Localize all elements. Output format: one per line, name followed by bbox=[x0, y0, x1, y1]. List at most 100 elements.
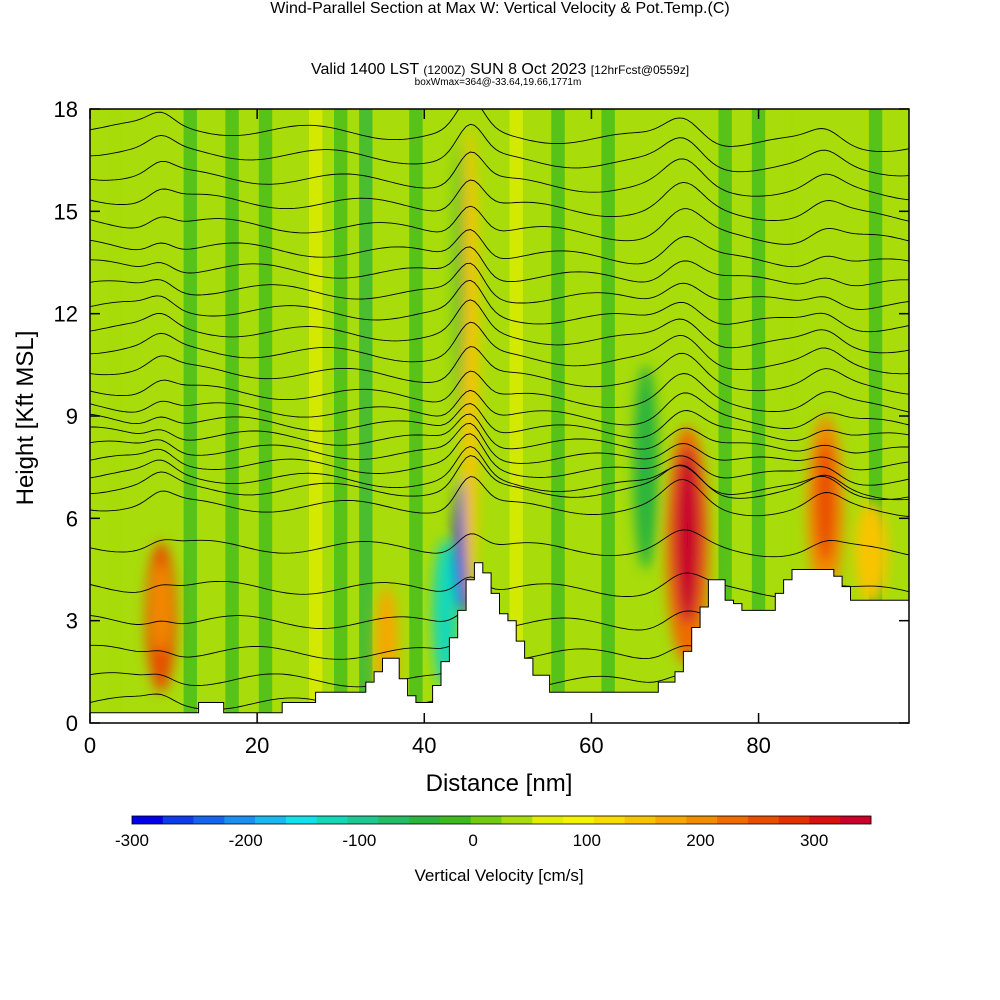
colorbar-swatch bbox=[778, 816, 810, 824]
isentrope-line bbox=[90, 179, 909, 222]
box-wmax-info: boxWmax=364@-33.64,19.66,1771m bbox=[414, 77, 582, 88]
isentrope-line bbox=[90, 262, 909, 310]
velocity-stripe bbox=[551, 109, 565, 723]
x-tick-label: 0 bbox=[84, 733, 96, 758]
velocity-stripe bbox=[751, 109, 766, 723]
colorbar-swatch bbox=[224, 816, 256, 824]
colorbar-frame bbox=[131, 815, 872, 825]
title-text: Wind-Parallel Section at Max W: Vertical… bbox=[270, 0, 708, 17]
velocity-stripe bbox=[509, 109, 523, 723]
velocity-stripe bbox=[409, 109, 423, 723]
colorbar-swatch bbox=[162, 816, 194, 824]
chart-title: Wind-Parallel Section at Max W: Vertical… bbox=[0, 0, 1000, 18]
isentrope-line bbox=[90, 279, 909, 333]
colorbar: -300 -200 -100 0 100 200 300 bbox=[115, 815, 872, 850]
isentrope-line bbox=[90, 205, 909, 245]
x-tick-label: 60 bbox=[579, 733, 603, 758]
isentrope-line bbox=[90, 476, 909, 517]
colorbar-swatch bbox=[809, 816, 841, 824]
isentrope-line bbox=[90, 422, 909, 471]
copyright-mark: (C) bbox=[707, 0, 730, 17]
colorbar-tick-label: 200 bbox=[686, 831, 714, 850]
colorbar-swatch bbox=[840, 816, 872, 824]
colorbar-tick-label: -300 bbox=[115, 831, 149, 850]
velocity-stripe bbox=[359, 109, 373, 723]
colorbar-swatch bbox=[439, 816, 472, 824]
colorbar-label: Vertical Velocity [cm/s] bbox=[414, 866, 583, 885]
velocity-stripe bbox=[258, 109, 273, 723]
isentrope-line bbox=[90, 455, 909, 501]
colorbar-swatch bbox=[747, 816, 779, 824]
y-tick-label: 0 bbox=[66, 711, 78, 736]
colorbar-swatch bbox=[316, 816, 348, 824]
isentrope-line bbox=[90, 403, 909, 442]
velocity-stripe bbox=[718, 109, 732, 723]
y-axis: 0 3 6 9 12 15 18 bbox=[54, 97, 909, 736]
velocity-stripe bbox=[308, 109, 323, 723]
isentrope-line bbox=[90, 109, 909, 153]
colorbar-swatch bbox=[347, 816, 379, 824]
valid-prefix: Valid 1400 LST bbox=[310, 61, 419, 78]
y-tick-label: 9 bbox=[66, 404, 78, 429]
isentrope-line bbox=[90, 229, 909, 268]
isentrope-line bbox=[90, 151, 909, 201]
velocity-cell bbox=[633, 364, 659, 570]
colorbar-swatch bbox=[593, 816, 625, 824]
colorbar-tick-label: -100 bbox=[342, 831, 376, 850]
isentrope-line bbox=[90, 572, 909, 598]
colorbar-swatch bbox=[501, 816, 533, 824]
velocity-stripe bbox=[108, 109, 122, 723]
isentrope-line bbox=[90, 246, 909, 287]
isentrope-line bbox=[90, 123, 909, 177]
y-tick-label: 15 bbox=[54, 199, 78, 224]
isentrope-line bbox=[90, 529, 909, 558]
colorbar-swatch bbox=[285, 816, 318, 824]
velocity-cell bbox=[151, 562, 171, 652]
colorbar-swatch bbox=[624, 816, 656, 824]
valid-date: SUN 8 Oct 2023 bbox=[469, 61, 587, 78]
velocity-stripe bbox=[225, 109, 239, 723]
terrain-mask bbox=[90, 562, 909, 723]
colorbar-swatch bbox=[655, 816, 687, 824]
forecast-info: [12hrFcst@0559z] bbox=[590, 63, 690, 77]
y-tick-label: 3 bbox=[66, 609, 78, 634]
y-axis-label: Height [Kft MSL] bbox=[12, 331, 39, 506]
x-axis-label: Distance [nm] bbox=[426, 770, 573, 797]
colorbar-tick-label: 100 bbox=[573, 831, 601, 850]
velocity-cell bbox=[678, 463, 692, 573]
isentrope-line bbox=[90, 346, 909, 395]
y-tick-label: 18 bbox=[54, 97, 78, 122]
colorbar-swatch bbox=[193, 816, 225, 824]
colorbar-swatch bbox=[378, 816, 410, 824]
y-tick-label: 6 bbox=[66, 506, 78, 531]
velocity-cell bbox=[854, 501, 889, 604]
colorbar-swatch bbox=[686, 816, 718, 824]
isentrope-line bbox=[90, 389, 909, 429]
x-tick-label: 80 bbox=[746, 733, 770, 758]
velocity-stripe bbox=[601, 109, 615, 723]
velocity-cell bbox=[461, 126, 479, 604]
colorbar-swatch bbox=[255, 816, 287, 824]
colorbar-swatch bbox=[132, 816, 164, 824]
colorbar-swatch bbox=[717, 816, 749, 824]
velocity-stripe bbox=[183, 109, 197, 723]
colorbar-tick-label: -200 bbox=[229, 831, 263, 850]
velocity-cell bbox=[455, 143, 464, 417]
y-tick-label: 12 bbox=[54, 302, 78, 327]
x-axis: 0 20 40 60 80 bbox=[84, 109, 771, 758]
plot-area bbox=[90, 109, 909, 723]
isentrope-line bbox=[90, 299, 909, 354]
isentrope-line bbox=[90, 446, 909, 500]
valid-utc: (1200Z) bbox=[423, 63, 466, 77]
colorbar-swatch bbox=[532, 816, 564, 824]
colorbar-tick-label: 0 bbox=[468, 831, 477, 850]
isentrope-line bbox=[90, 413, 909, 454]
colorbar-swatch bbox=[563, 816, 595, 824]
colorbar-swatch bbox=[409, 816, 441, 824]
x-tick-label: 40 bbox=[412, 733, 436, 758]
isentrope-line bbox=[90, 370, 909, 413]
velocity-stripe bbox=[334, 109, 348, 723]
x-tick-label: 20 bbox=[245, 733, 269, 758]
valid-time-line: Valid 1400 LST (1200Z) SUN 8 Oct 2023 [1… bbox=[0, 61, 1000, 79]
